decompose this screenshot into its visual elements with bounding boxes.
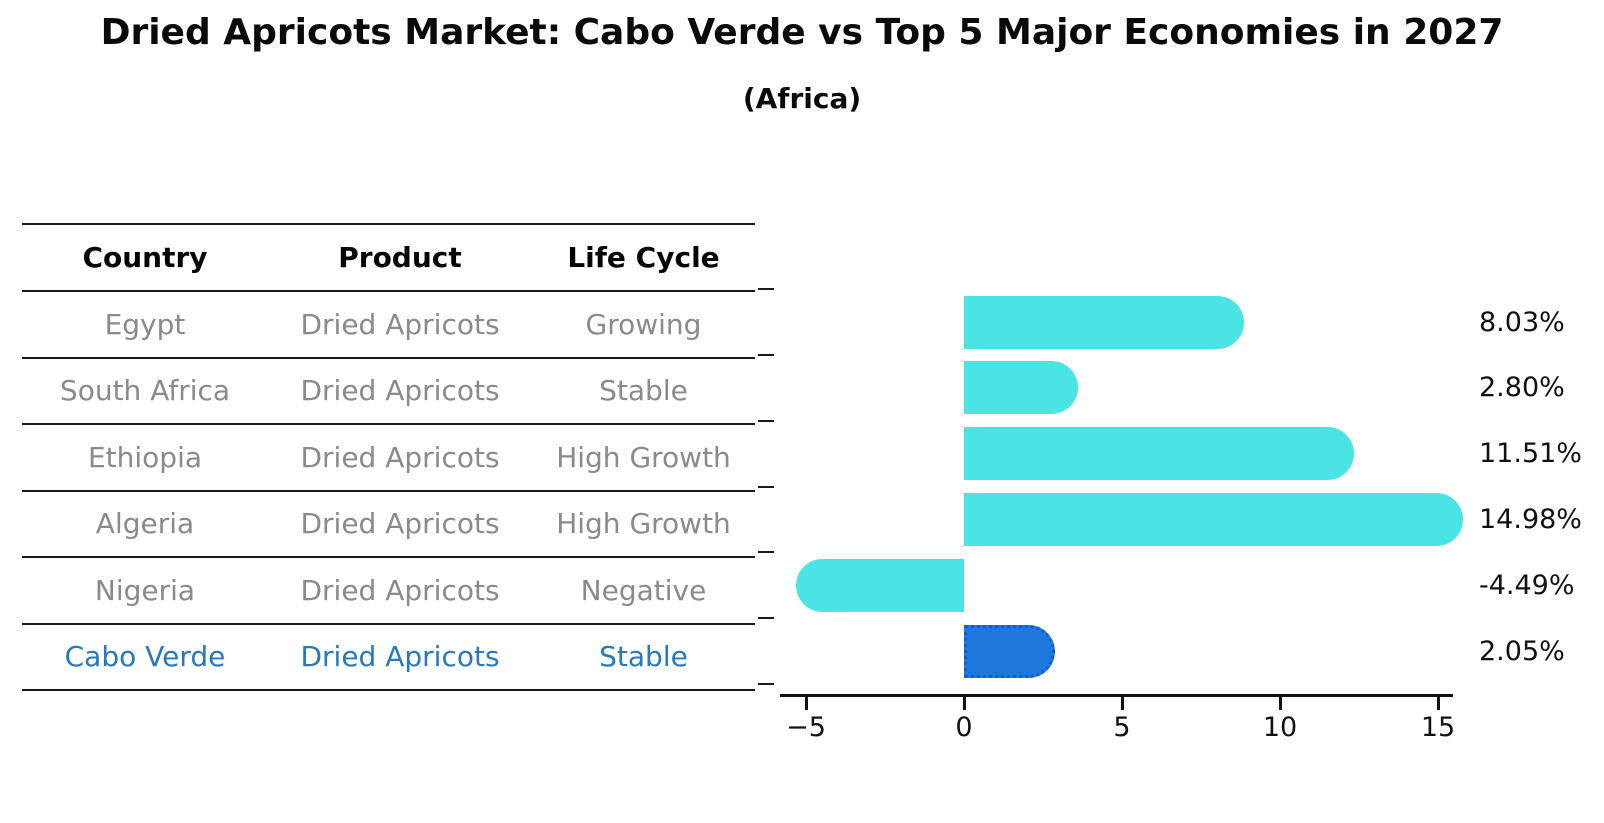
y-axis-minor-tick: [758, 485, 774, 488]
table-cell-country: South Africa: [59, 374, 231, 408]
table-cell-product: Dried Apricots: [300, 573, 500, 607]
table-cell-country: Egypt: [104, 307, 186, 341]
page-subtitle: (Africa): [742, 82, 862, 115]
table-header-cell: Country: [82, 241, 208, 274]
x-axis-tick-label: 5: [1113, 712, 1131, 743]
x-axis-line: [780, 694, 1453, 697]
table-cell-life-cycle: High Growth: [556, 440, 731, 474]
x-axis-tick: [962, 697, 966, 710]
table-cell-country: Cabo Verde: [64, 640, 226, 674]
y-axis-minor-tick: [758, 617, 774, 620]
x-axis-tick-label: 15: [1420, 712, 1456, 743]
x-axis-tick: [1278, 697, 1282, 710]
bar-algeria: [964, 492, 1464, 546]
x-axis-tick: [804, 697, 808, 710]
y-axis-minor-tick: [758, 288, 774, 291]
bar-egypt: [964, 295, 1244, 349]
page-title: Dried Apricots Market: Cabo Verde vs Top…: [100, 12, 1504, 53]
table-row-south-africa: South Africa Dried Apricots Stable: [22, 359, 755, 425]
y-axis-minor-tick: [758, 353, 774, 356]
table-cell-country: Algeria: [95, 507, 195, 541]
table-row-algeria: Algeria Dried Apricots High Growth: [22, 492, 755, 558]
table-cell-product: Dried Apricots: [300, 507, 500, 541]
bar-value-label-ethiopia: 11.51%: [1479, 438, 1582, 470]
table-cell-product: Dried Apricots: [300, 640, 500, 674]
table-row-nigeria: Nigeria Dried Apricots Negative: [22, 558, 755, 625]
bar-value-label-algeria: 14.98%: [1479, 503, 1582, 535]
table-cell-life-cycle: Stable: [599, 374, 688, 408]
table-header-cell: Product: [338, 241, 462, 274]
y-axis-minor-tick: [758, 419, 774, 422]
table-cell-product: Dried Apricots: [300, 374, 500, 408]
table-cell-product: Dried Apricots: [300, 440, 500, 474]
x-axis-tick-label: 10: [1262, 712, 1298, 743]
table-cell-life-cycle: Negative: [580, 573, 707, 607]
table-row-ethiopia: Ethiopia Dried Apricots High Growth: [22, 425, 755, 492]
table-cell-life-cycle: Growing: [585, 307, 702, 341]
y-axis-minor-tick: [758, 682, 774, 685]
table-header-cell: Life Cycle: [567, 241, 720, 274]
table-row-egypt: Egypt Dried Apricots Growing: [22, 292, 755, 359]
table-cell-life-cycle: Stable: [599, 640, 688, 674]
table-row-cabo-verde: Cabo Verde Dried Apricots Stable: [22, 625, 755, 691]
bar-value-label-cabo-verde: 2.05%: [1479, 635, 1565, 667]
table-cell-country: Ethiopia: [87, 440, 203, 474]
bar-value-label-south-africa: 2.80%: [1479, 372, 1565, 404]
x-axis-tick-label: 0: [955, 712, 973, 743]
bar-cabo-verde: [964, 624, 1055, 678]
table-cell-life-cycle: High Growth: [556, 507, 731, 541]
bar-south-africa: [964, 361, 1079, 415]
x-axis-tick: [1436, 697, 1440, 710]
bar-nigeria: [796, 558, 964, 612]
table-header-row: Country Product Life Cycle: [22, 225, 755, 292]
bar-value-label-egypt: 8.03%: [1479, 306, 1565, 338]
y-axis-minor-tick: [758, 551, 774, 554]
info-table: Country Product Life Cycle Egypt Dried Apric…: [22, 223, 755, 691]
table-cell-product: Dried Apricots: [300, 307, 500, 341]
bar-ethiopia: [964, 427, 1354, 481]
x-axis-tick-label: −5: [786, 712, 826, 743]
table-cell-country: Nigeria: [94, 573, 196, 607]
x-axis-tick: [1120, 697, 1124, 710]
bar-value-label-nigeria: -4.49%: [1479, 569, 1575, 601]
